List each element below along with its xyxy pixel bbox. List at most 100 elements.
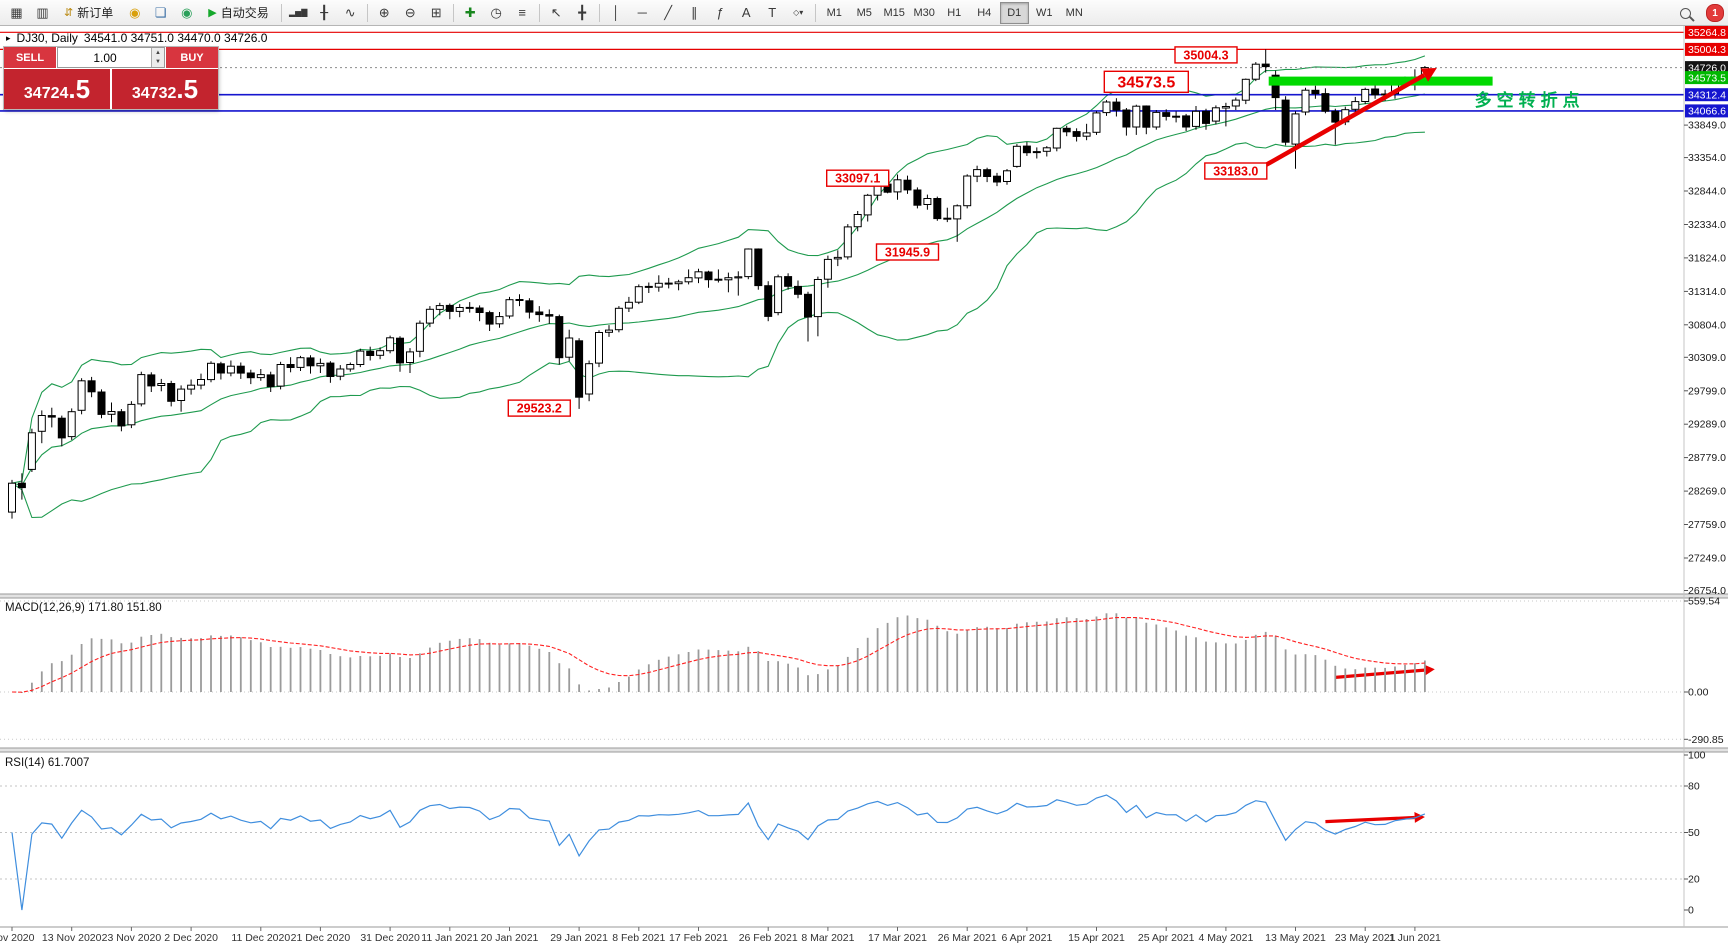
svg-text:28269.0: 28269.0 — [1688, 486, 1726, 498]
sell-price-pips: .5 — [68, 74, 91, 104]
svg-text:29523.2: 29523.2 — [517, 401, 562, 415]
templates-icon[interactable]: ≡ — [518, 5, 527, 20]
volume-decrease-button[interactable]: ▼ — [155, 59, 161, 66]
buy-price-pips: .5 — [176, 74, 199, 104]
svg-text:27759.0: 27759.0 — [1688, 519, 1726, 531]
new-chart-window-icon[interactable]: ▦ — [10, 4, 23, 20]
volume-input[interactable] — [58, 48, 164, 67]
svg-text:4 May 2021: 4 May 2021 — [1198, 932, 1253, 944]
svg-text:8 Feb 2021: 8 Feb 2021 — [612, 932, 665, 944]
magnifier-glyph — [1680, 7, 1691, 19]
toolbar-separator — [366, 3, 368, 22]
toolbar-right-group: 1 — [1673, 0, 1724, 26]
new-order-button[interactable]: ⇵ 新订单 — [56, 1, 121, 24]
svg-text:29 Jan 2021: 29 Jan 2021 — [550, 932, 608, 944]
toolbar-separator — [452, 3, 454, 22]
svg-text:31 Dec 2020: 31 Dec 2020 — [360, 932, 420, 944]
horizontal-line-icon[interactable]: ─ — [637, 5, 647, 20]
svg-text:27249.0: 27249.0 — [1688, 553, 1726, 565]
svg-text:6 Apr 2021: 6 Apr 2021 — [1002, 932, 1053, 944]
svg-text:80: 80 — [1688, 781, 1700, 793]
svg-text:30309.0: 30309.0 — [1688, 352, 1726, 364]
toolbar-separator — [538, 3, 540, 22]
svg-text:33183.0: 33183.0 — [1213, 164, 1258, 178]
svg-text:35264.8: 35264.8 — [1688, 27, 1726, 39]
notification-badge[interactable]: 1 — [1706, 4, 1724, 22]
svg-text:559.54: 559.54 — [1688, 596, 1720, 608]
svg-text:Nov 2020: Nov 2020 — [0, 932, 35, 944]
one-click-trading-toggle-icon[interactable]: ▸ — [6, 32, 11, 43]
timeframe-m30-button[interactable]: M30 — [913, 6, 935, 19]
autotrading-button-label: 自动交易 — [220, 6, 269, 20]
autotrading-button[interactable]: ▶ 自动交易 — [200, 1, 276, 24]
svg-text:28779.0: 28779.0 — [1688, 452, 1726, 464]
buy-price-button[interactable]: 34732.5 — [112, 69, 218, 109]
timeframe-mn-button[interactable]: MN — [1065, 6, 1083, 19]
community-icon[interactable]: ◉ — [181, 4, 193, 20]
channel-icon[interactable]: ∥ — [690, 4, 698, 20]
main-toolbar: ▦ ▥ ⇵ 新订单 ◉ ❏ ◉ ▶ 自动交易 ▂▅▇ ╂ ∿ ⊕ ⊖ ⊞ ✚ ◷ ≡ ↖ ╋ │ ─ ╱ ∥ ƒ A T ◇▾ M1 M5… — [0, 0, 1728, 26]
svg-text:34312.4: 34312.4 — [1688, 90, 1726, 102]
svg-text:33849.0: 33849.0 — [1688, 120, 1726, 132]
svg-text:11 Dec 2020: 11 Dec 2020 — [231, 932, 290, 944]
svg-text:29289.0: 29289.0 — [1688, 419, 1726, 431]
svg-text:1 Jun 2021: 1 Jun 2021 — [1389, 932, 1441, 944]
sell-button[interactable]: SELL — [4, 47, 56, 68]
svg-text:25 Apr 2021: 25 Apr 2021 — [1138, 932, 1195, 944]
timeframe-h4-button[interactable]: H4 — [977, 6, 992, 19]
trendline-icon[interactable]: ╱ — [664, 4, 673, 20]
svg-text:26754.0: 26754.0 — [1688, 585, 1726, 597]
svg-text:15 Apr 2021: 15 Apr 2021 — [1068, 932, 1125, 944]
timeframe-w1-button[interactable]: W1 — [1035, 6, 1053, 19]
cursor-icon[interactable]: ↖ — [550, 4, 562, 20]
periodicity-icon[interactable]: ◷ — [490, 4, 502, 20]
svg-text:0.00: 0.00 — [1688, 687, 1709, 699]
candlestick-chart-icon[interactable]: ╂ — [320, 4, 329, 20]
crosshair-icon[interactable]: ╋ — [578, 4, 587, 20]
bar-chart-icon[interactable]: ▂▅▇ — [288, 8, 308, 17]
text-label-icon[interactable]: T — [768, 5, 777, 20]
chart-profiles-icon[interactable]: ▥ — [36, 4, 49, 20]
svg-text:13 Nov 2020: 13 Nov 2020 — [42, 932, 102, 944]
svg-text:31314.0: 31314.0 — [1688, 286, 1726, 298]
fibonacci-icon[interactable]: ƒ — [716, 5, 724, 20]
svg-text:17 Mar 2021: 17 Mar 2021 — [868, 932, 927, 944]
text-icon[interactable]: A — [741, 5, 751, 20]
buy-price-base: 34732 — [131, 85, 177, 102]
svg-text:多空转折点: 多空转折点 — [1475, 90, 1585, 110]
vertical-line-icon[interactable]: │ — [612, 5, 621, 20]
svg-text:35004.3: 35004.3 — [1183, 48, 1228, 62]
timeframe-m1-button[interactable]: M1 — [826, 6, 842, 19]
timeframe-m5-button[interactable]: M5 — [856, 6, 872, 19]
indicators-icon[interactable]: ✚ — [464, 4, 476, 20]
new-order-button-label: 新订单 — [77, 6, 114, 20]
svg-text:2 Dec 2020: 2 Dec 2020 — [164, 932, 218, 944]
market-watch-icon[interactable]: ❏ — [154, 4, 167, 20]
deposit-icon[interactable]: ◉ — [129, 4, 141, 20]
svg-text:21 Dec 2020: 21 Dec 2020 — [291, 932, 351, 944]
buy-button[interactable]: BUY — [166, 47, 218, 68]
sell-price-button[interactable]: 34724.5 — [4, 69, 110, 109]
svg-text:32844.0: 32844.0 — [1688, 186, 1726, 198]
volume-increase-button[interactable]: ▲ — [155, 49, 161, 56]
svg-text:17 Feb 2021: 17 Feb 2021 — [669, 932, 728, 944]
line-chart-icon[interactable]: ∿ — [344, 4, 356, 20]
svg-text:32334.0: 32334.0 — [1688, 219, 1726, 231]
tile-windows-icon[interactable]: ⊞ — [430, 4, 442, 20]
timeframe-m15-button[interactable]: M15 — [883, 6, 905, 19]
svg-text:31945.9: 31945.9 — [885, 245, 930, 259]
arrows-dropdown-icon[interactable]: ◇▾ — [793, 8, 804, 17]
search-icon[interactable] — [1673, 2, 1698, 25]
svg-text:35004.3: 35004.3 — [1688, 44, 1726, 56]
toolbar-separator — [598, 3, 600, 22]
svg-text:MACD(12,26,9) 171.80 151.80: MACD(12,26,9) 171.80 151.80 — [5, 602, 162, 614]
zoom-out-icon[interactable]: ⊖ — [404, 4, 416, 20]
zoom-in-icon[interactable]: ⊕ — [378, 4, 390, 20]
sell-price-base: 34724 — [23, 85, 69, 102]
svg-text:0: 0 — [1688, 905, 1694, 917]
timeframe-h1-button[interactable]: H1 — [947, 6, 962, 19]
autotrading-button-icon: ▶ — [208, 7, 217, 19]
timeframe-d1-button[interactable]: D1 — [999, 1, 1029, 24]
